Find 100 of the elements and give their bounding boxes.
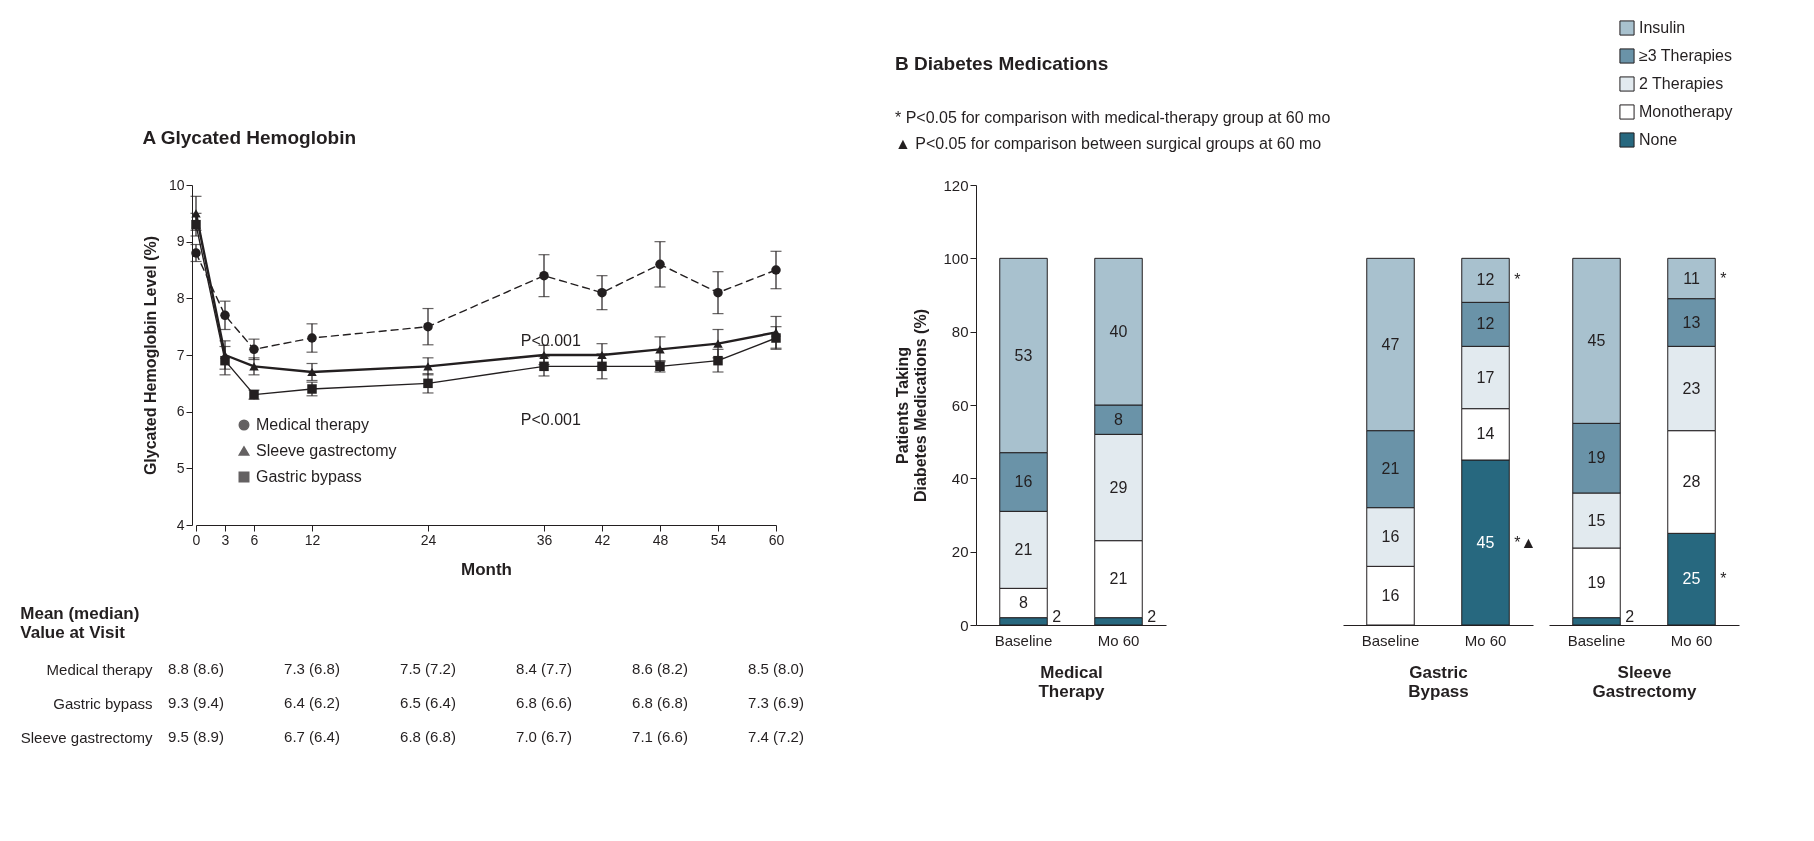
legend-label: ≥3 Therapies [1639, 47, 1732, 64]
text: 6.8 (6.6) [516, 694, 572, 711]
text: 6.4 (6.2) [284, 694, 340, 711]
data-label: 21 [1014, 540, 1033, 558]
text: Mean (median) Value at Visit [20, 604, 140, 642]
y-tick-label: 120 [943, 176, 969, 194]
point [597, 287, 607, 298]
data-label: 16 [1014, 473, 1033, 490]
data-label: 53 [1014, 346, 1033, 364]
data-label: 11 [1683, 269, 1700, 287]
point [713, 287, 723, 298]
data-label: 2 [1625, 608, 1635, 625]
x-tick-label: Baseline [1361, 631, 1420, 649]
y-tick-label: 10 [168, 176, 185, 193]
x-axis-title: Gastric Bypass [1408, 662, 1469, 701]
x-tick-label: 12 [304, 531, 321, 548]
chart-title: A Glycated Hemoglobin [142, 127, 357, 148]
y-tick-label: 5 [176, 459, 185, 476]
data-label: 45 [1587, 331, 1606, 349]
data-label: 28 [1682, 473, 1701, 490]
x-tick-label: 24 [420, 531, 437, 548]
point [539, 350, 549, 360]
data-label: 2 [1147, 608, 1157, 625]
annotation: * [1720, 269, 1727, 287]
annotation: P<0.001 [520, 332, 581, 350]
text: ▲ P<0.05 for comparison between surgical groups at 60 mo [894, 135, 1322, 152]
text: 7.4 (7.2) [748, 728, 804, 745]
data-label: 25 [1682, 570, 1701, 588]
y-tick-label: 40 [951, 469, 969, 487]
legend-label: Gastric bypass [256, 468, 362, 485]
data-label: 19 [1587, 449, 1606, 467]
annotation: P<0.001 [520, 410, 581, 428]
y-tick-label: 60 [951, 396, 969, 414]
category-label: Gastric bypass [53, 694, 153, 712]
point [220, 355, 230, 366]
data-label: 45 [1476, 533, 1495, 551]
x-tick-label: Baseline [1567, 631, 1626, 649]
point [655, 259, 665, 270]
x-tick-label: 60 [768, 531, 785, 548]
text: 9.5 (8.9) [168, 728, 224, 745]
annotation: * [1720, 570, 1727, 588]
y-tick-label: 80 [951, 323, 969, 341]
x-axis-title: Month [461, 559, 512, 579]
y-tick-label: 7 [176, 346, 185, 363]
y-tick-label: 6 [176, 403, 185, 420]
y-tick-label: 8 [176, 289, 185, 306]
x-tick-label: Mo 60 [1464, 631, 1507, 649]
x-tick-label: Baseline [994, 631, 1053, 649]
point [307, 333, 317, 343]
x-tick-label: 54 [710, 531, 727, 548]
x-axis-title: Medical Therapy [1038, 662, 1106, 701]
data-label: 47 [1381, 335, 1400, 353]
text: 8.5 (8.0) [748, 660, 804, 677]
data-label: 12 [1476, 315, 1495, 333]
chart-title: B Diabetes Medications [894, 53, 1109, 74]
data-label: 16 [1381, 528, 1400, 545]
point [423, 378, 433, 389]
data-label: 2 [1052, 608, 1062, 625]
category-label: Sleeve gastrectomy [20, 728, 153, 746]
point [191, 219, 201, 230]
category-label: Medical therapy [46, 660, 153, 678]
text: 8.8 (8.6) [168, 660, 224, 677]
x-tick-label: Mo 60 [1670, 631, 1713, 649]
point [539, 270, 549, 281]
point [771, 265, 781, 275]
legend-label: None [1639, 131, 1678, 148]
data-label: 21 [1381, 460, 1400, 478]
legend-label: Sleeve gastrectomy [256, 442, 397, 459]
data-label: 23 [1682, 379, 1701, 397]
text: 8.6 (8.2) [632, 660, 688, 677]
x-tick-label: 42 [594, 531, 611, 548]
y-axis-title: Glycated Hemoglobin Level (%) [141, 235, 159, 476]
x-tick-label: 3 [221, 531, 230, 548]
point [191, 248, 201, 258]
point [249, 344, 259, 355]
data-label: 13 [1682, 313, 1701, 331]
text: 7.3 (6.9) [748, 694, 804, 711]
data-label: 14 [1476, 425, 1495, 443]
point [539, 361, 549, 372]
text: 6.7 (6.4) [284, 728, 340, 745]
text: 6.8 (6.8) [400, 728, 456, 745]
point [597, 361, 607, 372]
legend-label: 2 Therapies [1639, 75, 1724, 92]
point [423, 321, 433, 332]
data-label: 12 [1476, 271, 1495, 289]
data-label: 16 [1381, 586, 1400, 604]
y-axis-title: Patients Taking Diabetes Medications (%) [894, 309, 930, 502]
x-tick-label: 36 [536, 531, 553, 548]
data-label: 8 [1114, 410, 1124, 428]
text: 7.5 (7.2) [400, 660, 456, 677]
y-tick-label: 100 [943, 249, 969, 267]
point [713, 355, 723, 366]
text: 9.3 (9.4) [168, 694, 224, 711]
annotation: *▲ [1514, 533, 1537, 551]
legend-label: Monotherapy [1639, 103, 1733, 120]
point [713, 339, 723, 348]
text: 8.4 (7.7) [516, 660, 572, 677]
x-tick-label: 0 [192, 531, 201, 548]
x-tick-label: 6 [250, 531, 259, 548]
data-label: 8 [1019, 594, 1029, 611]
